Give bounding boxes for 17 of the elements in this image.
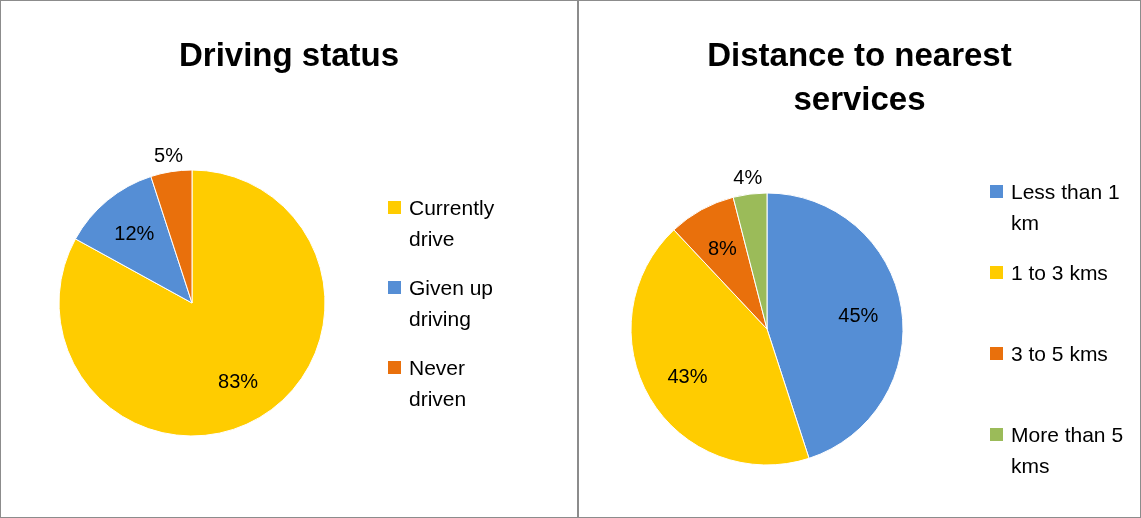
chart-title: Driving status xyxy=(178,36,400,73)
legend-label: Less than 1 km xyxy=(1011,180,1120,235)
data-label: 5% xyxy=(154,143,184,166)
pie-slice xyxy=(58,169,326,437)
legend-label: More than 5 kms xyxy=(1011,423,1124,478)
data-label: 45% xyxy=(838,303,879,326)
data-label: 8% xyxy=(707,236,738,259)
data-label: 43% xyxy=(667,365,708,388)
data-label: 4% xyxy=(733,165,763,188)
legend-label: 1 to 3 kms xyxy=(1011,261,1108,285)
chart-title: Distance to nearest services xyxy=(707,36,1012,117)
legend-label: Given up driving xyxy=(409,276,494,331)
legend-label: Never driven xyxy=(409,356,467,411)
data-label: 83% xyxy=(218,369,259,392)
data-label: 12% xyxy=(114,222,155,245)
legend-label: 3 to 5 kms xyxy=(1011,342,1108,366)
legend-label: Currently drive xyxy=(409,196,495,251)
